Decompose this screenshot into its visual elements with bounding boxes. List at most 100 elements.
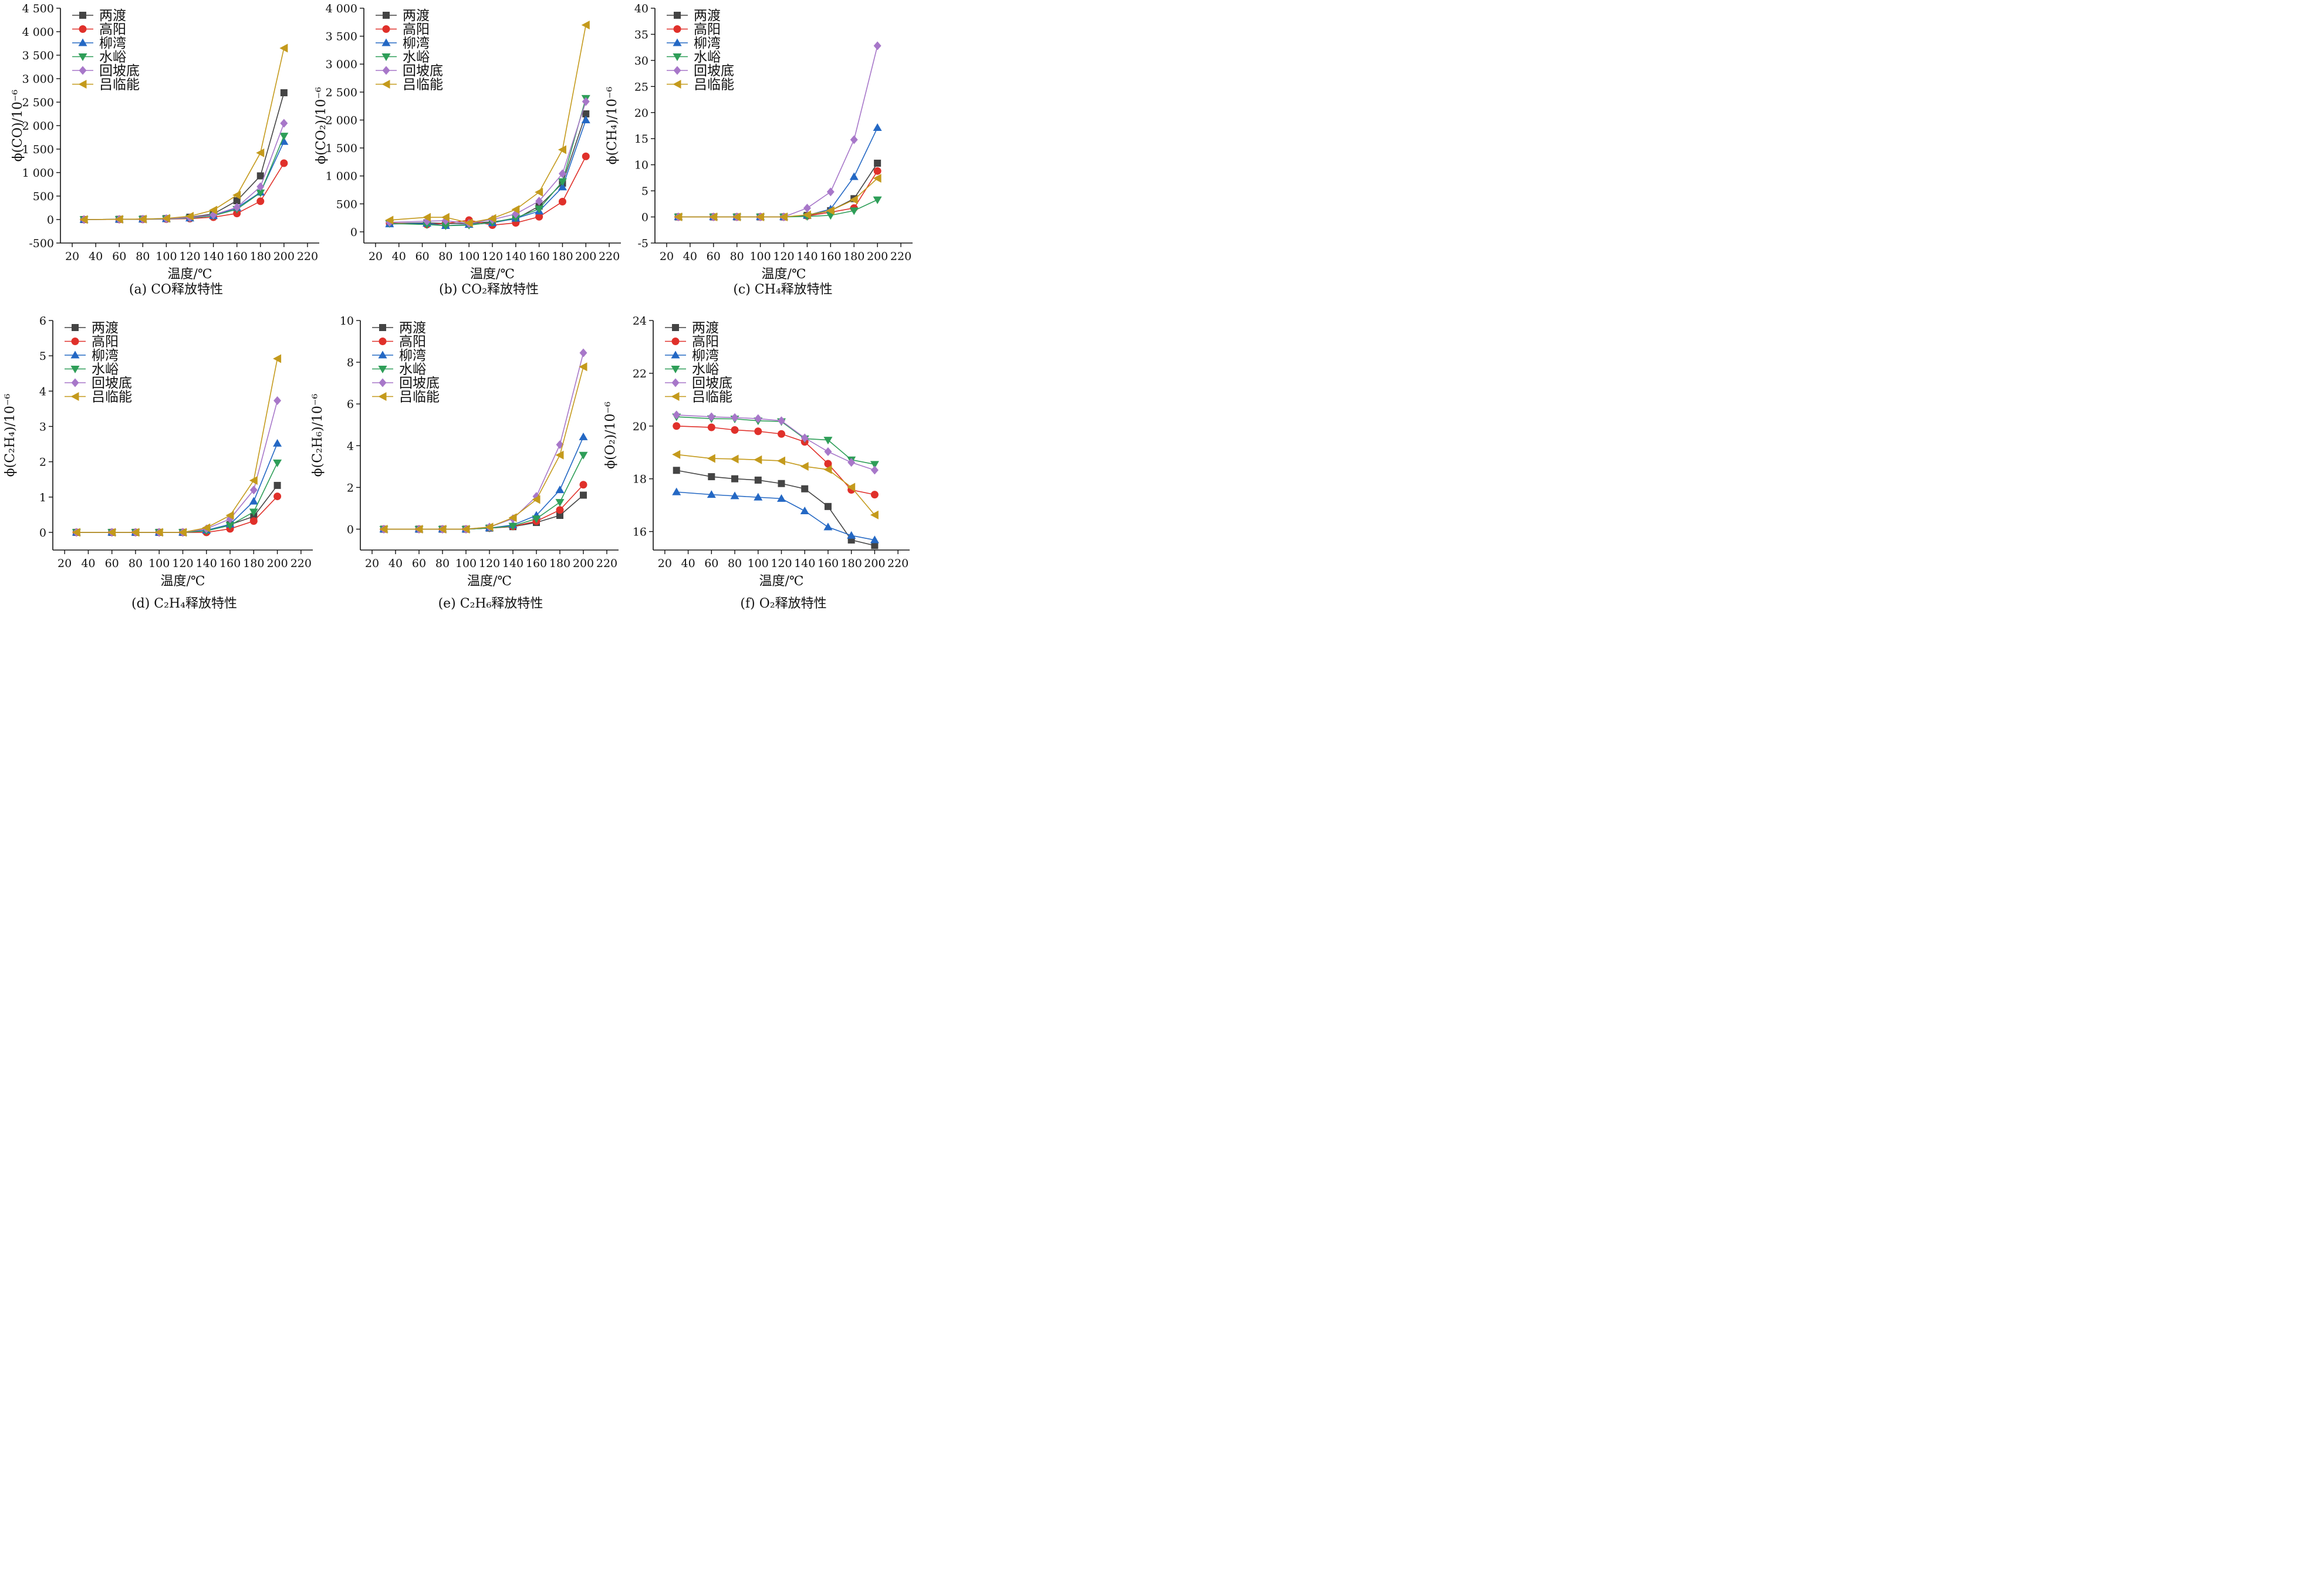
data-point — [280, 119, 288, 128]
data-point — [779, 212, 788, 222]
y-tick-label: -5 — [637, 237, 648, 250]
x-axis-title: 温度/℃ — [470, 267, 515, 282]
x-tick-label: 120 — [773, 250, 794, 263]
data-point — [558, 183, 567, 191]
data-point — [823, 522, 833, 531]
legend-marker — [378, 366, 387, 373]
legend-marker — [79, 25, 87, 33]
x-tick-label: 180 — [552, 250, 573, 263]
series-line-4 — [389, 98, 587, 227]
data-point — [256, 148, 265, 157]
x-tick-label: 100 — [455, 557, 477, 570]
legend-marker — [382, 25, 390, 33]
data-point — [582, 152, 590, 160]
x-tick-label: 140 — [202, 250, 224, 263]
series-line-1 — [389, 113, 587, 224]
y-tick-label: 25 — [634, 80, 648, 93]
y-tick-label: 40 — [634, 2, 648, 15]
legend-label: 高阳 — [99, 22, 126, 38]
x-tick-label: 40 — [81, 557, 95, 570]
data-point — [581, 115, 590, 123]
data-point — [823, 437, 833, 445]
data-point — [249, 475, 258, 485]
data-point — [707, 454, 715, 463]
y-tick-label: 0 — [39, 527, 46, 539]
data-point — [800, 433, 809, 443]
data-point — [731, 475, 739, 483]
legend-label: 吕临能 — [92, 390, 132, 405]
data-point — [558, 198, 566, 206]
data-point — [673, 467, 680, 474]
legend-label: 两渡 — [692, 321, 719, 336]
data-point — [532, 515, 541, 524]
legend-label: 柳湾 — [694, 36, 721, 51]
data-point — [778, 430, 785, 438]
data-point — [801, 485, 809, 492]
data-point — [558, 145, 566, 154]
y-axis-title: ϕ(CO₂)/10⁻⁶ — [314, 87, 329, 164]
data-point — [850, 135, 858, 144]
x-tick-label: 140 — [502, 557, 523, 570]
data-point — [730, 454, 739, 464]
panel-caption: (a) CO释放特性 — [129, 282, 223, 297]
data-point — [847, 458, 856, 467]
data-point — [273, 354, 282, 363]
x-tick-label: 100 — [748, 557, 769, 570]
data-point — [511, 214, 521, 222]
x-tick-label: 60 — [415, 250, 429, 263]
series-line-2 — [678, 170, 878, 218]
legend-label: 高阳 — [692, 335, 719, 350]
chart-panel-4: 20 40 60 80 100 120 140 160 180 200 220 0 1 2 3 4 5 6 温度/℃… — [3, 315, 313, 589]
legend-marker — [671, 366, 680, 373]
data-point — [441, 212, 450, 222]
x-axis-title: 温度/℃ — [761, 267, 806, 282]
y-tick-label: 22 — [633, 367, 647, 380]
series-line-3 — [389, 120, 587, 227]
data-point — [673, 410, 681, 420]
data-point — [279, 137, 289, 145]
data-point — [178, 528, 187, 537]
x-tick-label: 40 — [683, 250, 697, 263]
y-tick-label: 35 — [634, 28, 648, 41]
data-point — [870, 491, 879, 499]
data-point — [730, 491, 739, 500]
legend-marker — [70, 366, 80, 373]
data-point — [79, 215, 88, 224]
data-point — [847, 531, 856, 539]
y-tick-label: 3 500 — [22, 49, 54, 62]
legend-marker — [78, 53, 87, 61]
legend-label: 水峪 — [399, 362, 426, 377]
y-tick-label: 5 — [39, 350, 46, 363]
legend-marker — [78, 80, 87, 89]
x-tick-label: 80 — [438, 250, 452, 263]
x-tick-label: 100 — [156, 250, 177, 263]
series-line-3 — [384, 437, 584, 530]
legend-label: 两渡 — [399, 321, 426, 336]
chart-panel-5: 20 40 60 80 100 120 140 160 180 200 220 0 2 4 6 8 10 温度/℃… — [310, 315, 619, 589]
x-tick-label: 80 — [728, 557, 742, 570]
legend-label: 柳湾 — [399, 348, 426, 363]
data-point — [233, 197, 241, 204]
series-line-4 — [384, 454, 584, 530]
panel-caption: (b) CO₂释放特性 — [439, 282, 539, 297]
legend-marker — [379, 378, 387, 387]
y-tick-label: 2 500 — [22, 96, 54, 109]
data-point — [581, 21, 590, 30]
y-tick-label: 2 000 — [326, 114, 357, 127]
legend-marker — [70, 350, 80, 359]
data-point — [273, 396, 282, 406]
series-line-3 — [676, 491, 875, 541]
data-point — [202, 523, 211, 532]
series-line-1 — [384, 494, 584, 530]
legend-label: 两渡 — [92, 321, 119, 336]
data-point — [873, 196, 882, 204]
x-tick-label: 60 — [704, 557, 718, 570]
x-tick-label: 20 — [658, 557, 672, 570]
data-point — [754, 427, 762, 436]
data-point — [708, 473, 715, 481]
y-tick-label: 6 — [347, 398, 354, 411]
data-point — [873, 174, 881, 183]
data-point — [280, 159, 288, 167]
legend-label: 高阳 — [399, 335, 426, 350]
y-tick-label: 500 — [336, 198, 357, 211]
